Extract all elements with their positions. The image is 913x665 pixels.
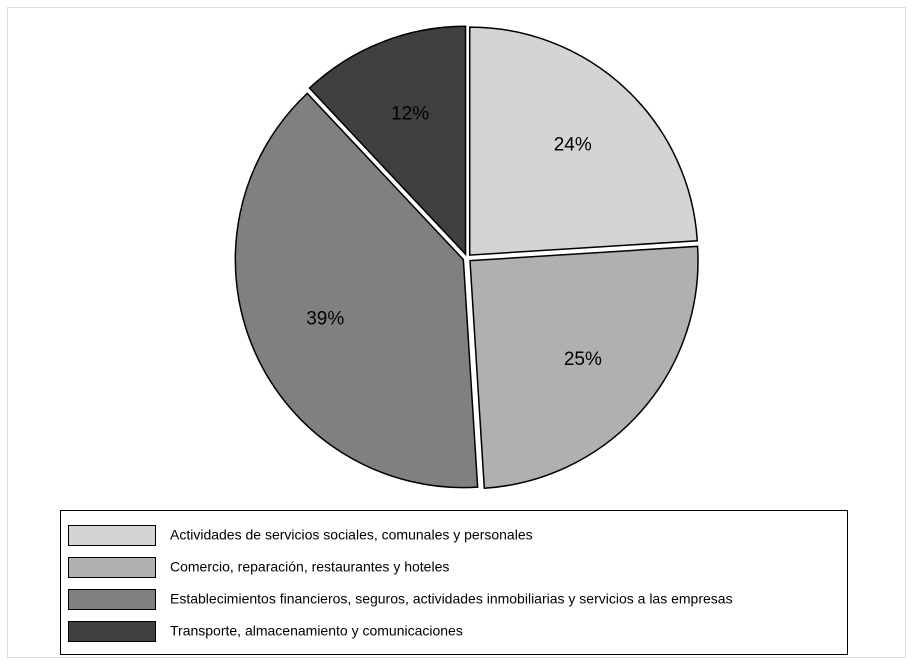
legend-label: Actividades de servicios sociales, comun…	[170, 527, 533, 543]
data-label: 39%	[306, 308, 344, 329]
pie-slice	[469, 245, 699, 489]
pie-slice	[468, 26, 699, 256]
legend-label: Comercio, reparación, restaurantes y hot…	[170, 559, 449, 575]
data-label: 24%	[554, 134, 592, 155]
legend-swatch	[68, 525, 156, 546]
data-label: 12%	[391, 103, 429, 124]
legend-swatch	[68, 621, 156, 642]
legend-swatch	[68, 557, 156, 578]
data-label: 25%	[564, 349, 602, 370]
legend-box	[60, 510, 848, 655]
legend-label: Establecimientos financieros, seguros, a…	[170, 591, 733, 607]
legend-swatch	[68, 589, 156, 610]
pie-slice	[308, 25, 467, 257]
legend-label: Transporte, almacenamiento y comunicacio…	[170, 623, 463, 639]
pie-slice	[234, 92, 479, 489]
